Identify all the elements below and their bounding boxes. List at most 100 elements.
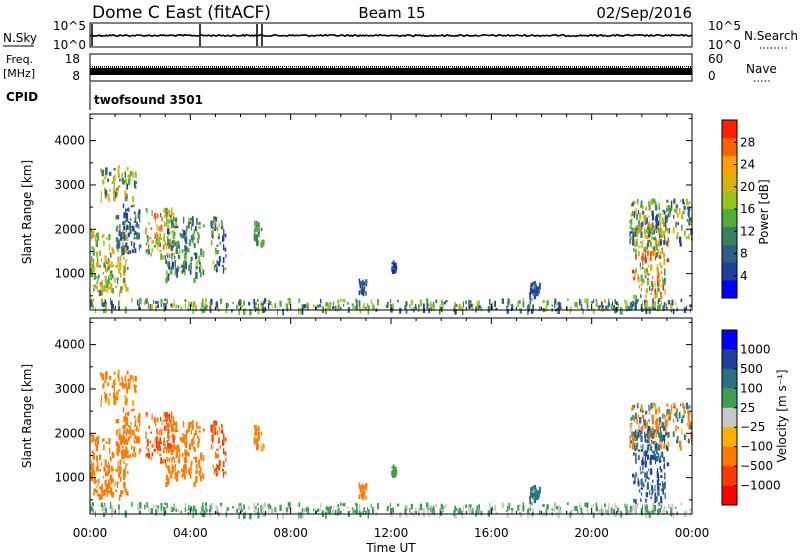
heatmap-cell [118,268,121,274]
heatmap-cell [158,226,160,232]
heatmap-cell [184,235,186,242]
heatmap-cell [529,287,533,293]
heatmap-cell [660,495,662,498]
heatmap-cell [652,441,655,445]
heatmap-cell [113,179,116,183]
heatmap-cell [308,507,310,515]
heatmap-cell [167,465,170,471]
heatmap-cell [134,424,136,427]
heatmap-cell [188,264,191,272]
heatmap-cell [172,231,175,236]
heatmap-cell [652,402,655,408]
freq-band-jitter [248,66,249,69]
heatmap-cell [673,403,676,408]
heatmap-cell [126,208,128,212]
heatmap-cell [121,490,124,494]
heatmap-cell [183,265,185,271]
heatmap-cell [185,262,187,270]
heatmap-cell [632,431,635,435]
heatmap-cell [511,305,514,311]
freq-band-jitter [618,66,619,69]
freq-band-jitter [418,66,419,68]
heatmap-cell [195,469,197,475]
heatmap-cell [118,435,120,438]
heatmap-cell [644,294,646,297]
freq-band-jitter [392,66,393,68]
velocity-ylabel: Slant Range [km] [20,364,34,468]
heatmap-cell [218,256,221,263]
nave-tick-top: 60 [708,52,723,66]
heatmap-cell [100,168,102,172]
heatmap-cell [377,503,379,510]
heatmap-cell [662,509,665,515]
heatmap-cell [254,232,256,237]
heatmap-cell [110,476,113,483]
heatmap-cell [355,502,357,506]
heatmap-cell [595,506,598,512]
colorbar-swatch [722,244,737,263]
freq-band-jitter [620,66,621,68]
heatmap-cell [637,403,639,406]
heatmap-cell [659,466,661,471]
heatmap-cell [206,508,208,513]
heatmap-cell [405,308,408,314]
heatmap-cell [122,448,125,456]
heatmap-cell [214,468,217,472]
heatmap-cell [125,397,128,403]
heatmap-cell [210,502,213,509]
heatmap-cell [168,253,171,259]
freq-band-jitter [102,66,103,68]
heatmap-cell [650,292,653,295]
heatmap-cell [159,249,162,252]
heatmap-cell [653,450,656,456]
heatmap-cell [646,421,648,428]
freq-band-jitter [320,66,321,69]
freq-band-jitter [130,66,131,68]
heatmap-cell [177,469,179,474]
heatmap-cell [393,267,395,274]
heatmap-cell [659,233,661,240]
heatmap-cell [652,198,655,204]
freq-band-jitter [560,66,561,69]
heatmap-cell [660,497,663,504]
freq-band-jitter [414,66,415,69]
heatmap-cell [211,240,213,246]
heatmap-cell [674,209,677,213]
heatmap-cell [174,443,176,450]
heatmap-cell [181,453,184,457]
heatmap-cell [645,499,647,503]
heatmap-cell [118,504,120,510]
freq-band-jitter [472,66,473,69]
heatmap-cell [208,304,211,309]
heatmap-cell [646,280,649,286]
heatmap-cell [115,509,117,513]
heatmap-cell [261,507,265,510]
heatmap-cell [91,256,93,261]
heatmap-cell [119,459,122,466]
heatmap-cell [160,298,163,305]
heatmap-cell [631,219,633,226]
heatmap-cell [189,239,192,247]
heatmap-cell [554,502,557,507]
heatmap-cell [631,423,633,430]
heatmap-cell [176,475,179,482]
heatmap-cell [487,510,491,517]
heatmap-cell [124,171,127,178]
heatmap-cell [174,445,177,450]
heatmap-cell [645,235,648,239]
heatmap-cell [672,308,675,315]
heatmap-cell [156,428,158,435]
heatmap-cell [633,248,635,252]
heatmap-cell [164,298,167,302]
colorbar-tick-label: 28 [740,135,755,149]
freq-band-jitter [166,66,167,69]
heatmap-cell [433,509,435,516]
heatmap-cell [126,450,129,455]
heatmap-cell [198,459,201,465]
heatmap-cell [96,438,99,445]
heatmap-cell [98,468,100,472]
heatmap-cell [591,505,594,508]
heatmap-cell [396,503,400,507]
heatmap-cell [654,238,658,245]
freq-band-jitter [338,66,339,68]
